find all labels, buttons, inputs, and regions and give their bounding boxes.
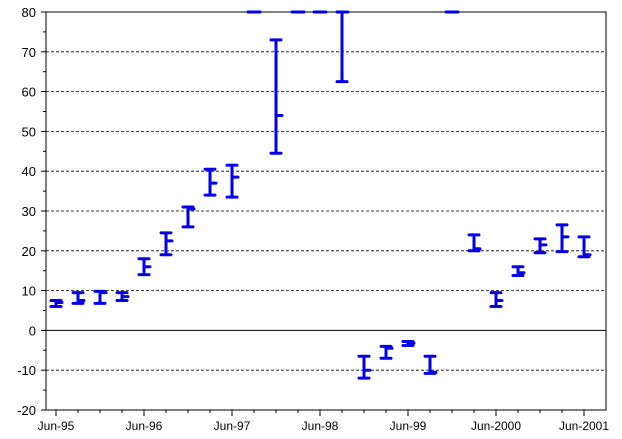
x-tick-label: Jun-95 [38,419,75,433]
y-tick-label: 50 [22,124,36,139]
hlc-bar [181,205,196,229]
x-tick-label: Jun-99 [390,419,427,433]
hlc-bars [49,10,592,380]
hlc-bar [401,340,416,348]
y-tick-label: 10 [22,284,36,299]
gridlines [46,51,606,371]
hlc-bar [467,233,482,253]
y-tick-label: 80 [22,5,36,20]
hlc-bar [93,289,108,305]
axes [41,11,607,416]
y-tick-label: 60 [22,85,36,100]
hlc-bar [225,163,240,199]
x-tick-label: Jun-2000 [471,419,521,433]
y-tick-label: 0 [29,323,36,338]
hlc-bar [335,10,350,84]
y-tick-label: 40 [22,164,36,179]
hlc-bar [511,265,526,277]
y-tick-labels: -20 -10 0 10 20 30 40 50 60 70 80 [17,5,36,418]
hlc-bar [159,231,174,257]
hlc-bar [203,167,218,197]
x-tick-label: Jun-98 [302,419,339,433]
hlc-bar [49,299,64,309]
hlc-bar [489,291,504,309]
hlc-bar [555,223,570,254]
hlc-bar [423,354,438,375]
y-tick-label: 70 [22,45,36,60]
hlc-bar [269,38,284,155]
y-tick-label: -20 [17,403,36,418]
y-tick-label: -10 [17,363,36,378]
x-tick-label: Jun-2001 [559,419,609,433]
hlc-bar [379,344,394,360]
hlc-bar [357,354,372,380]
hlc-bar [533,237,548,255]
hlc-bar [577,235,592,259]
hlc-bar [71,291,86,305]
x-tick-labels: Jun-95 Jun-96 Jun-97 Jun-98 Jun-99 Jun-2000 Ju… [38,419,610,433]
y-tick-label: 20 [22,244,36,259]
hlc-bar [115,291,130,303]
x-tick-label: Jun-96 [126,419,163,433]
y-tick-label: 30 [22,204,36,219]
x-tick-label: Jun-97 [214,419,251,433]
hlc-bar [137,257,152,277]
